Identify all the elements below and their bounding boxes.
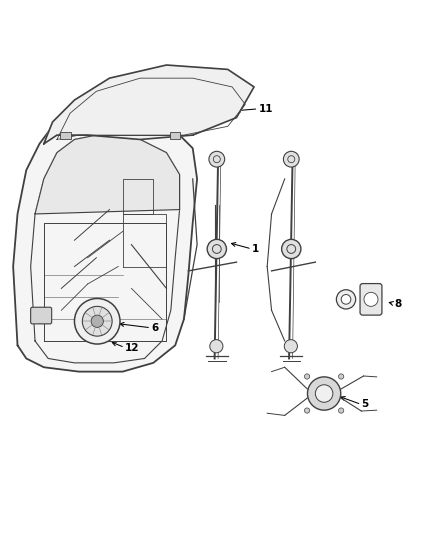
Circle shape [283,151,299,167]
Circle shape [209,151,225,167]
Text: 11: 11 [258,104,273,114]
Text: 1: 1 [252,244,259,254]
Text: 10: 10 [37,316,52,326]
FancyBboxPatch shape [170,132,180,139]
Text: 12: 12 [125,343,139,352]
Text: 5: 5 [361,399,369,409]
Text: 9: 9 [368,298,375,309]
Text: 8: 8 [394,298,402,309]
Circle shape [315,385,333,402]
FancyBboxPatch shape [31,307,52,324]
Circle shape [339,374,344,379]
Circle shape [82,306,112,336]
Circle shape [364,292,378,306]
Polygon shape [13,113,197,372]
Text: 6: 6 [151,323,159,333]
Circle shape [304,408,310,413]
Polygon shape [44,65,254,144]
Circle shape [207,239,226,259]
Circle shape [284,340,297,353]
Polygon shape [35,135,180,214]
FancyBboxPatch shape [60,132,71,139]
Circle shape [74,298,120,344]
Circle shape [91,315,103,327]
Circle shape [307,377,341,410]
Circle shape [210,340,223,353]
FancyBboxPatch shape [360,284,382,315]
Circle shape [304,374,310,379]
Circle shape [339,408,344,413]
Circle shape [341,295,351,304]
Circle shape [282,239,301,259]
Circle shape [336,290,356,309]
